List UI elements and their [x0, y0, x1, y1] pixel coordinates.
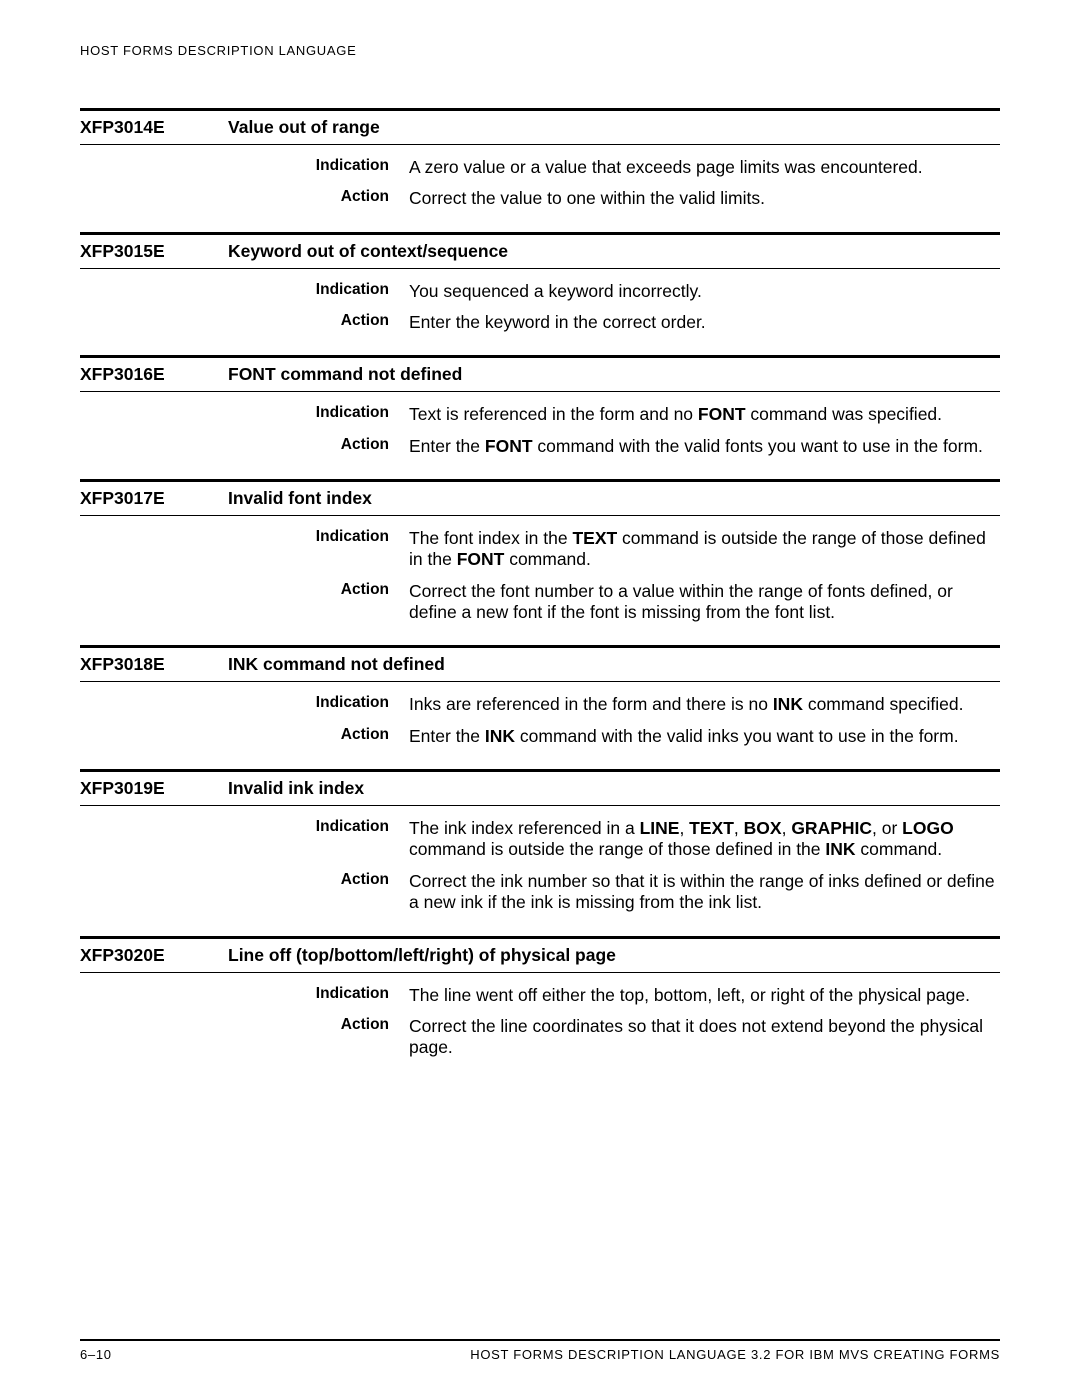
action-label: Action	[80, 581, 389, 624]
error-details: Indication Text is referenced in the form…	[80, 392, 1000, 457]
indication-text: The ink index referenced in a LINE, TEXT…	[409, 818, 1000, 861]
action-text: Enter the INK command with the valid ink…	[409, 726, 1000, 747]
action-text: Correct the ink number so that it is wit…	[409, 871, 1000, 914]
action-label: Action	[80, 1016, 389, 1059]
action-label: Action	[80, 726, 389, 747]
error-header: XFP3016E FONT command not defined	[80, 358, 1000, 391]
error-title: FONT command not defined	[228, 364, 1000, 385]
errors-container: XFP3014E Value out of range Indication A ze…	[80, 108, 1000, 1059]
error-title: Value out of range	[228, 117, 1000, 138]
action-label: Action	[80, 312, 389, 333]
footer-doc-title: HOST FORMS DESCRIPTION LANGUAGE 3.2 FOR …	[470, 1347, 1000, 1362]
running-head: HOST FORMS DESCRIPTION LANGUAGE	[80, 43, 1000, 58]
error-header: XFP3015E Keyword out of context/sequence	[80, 235, 1000, 268]
error-code: XFP3016E	[80, 364, 220, 385]
error-code: XFP3019E	[80, 778, 220, 799]
error-code: XFP3020E	[80, 945, 220, 966]
error-details: Indication A zero value or a value that e…	[80, 145, 1000, 210]
indication-text: A zero value or a value that exceeds pag…	[409, 157, 1000, 178]
indication-text: You sequenced a keyword incorrectly.	[409, 281, 1000, 302]
error-header: XFP3020E Line off (top/bottom/left/right)…	[80, 939, 1000, 972]
error-title: Keyword out of context/sequence	[228, 241, 1000, 262]
action-text: Enter the keyword in the correct order.	[409, 312, 1000, 333]
error-title: INK command not defined	[228, 654, 1000, 675]
indication-label: Indication	[80, 818, 389, 861]
action-text: Correct the font number to a value withi…	[409, 581, 1000, 624]
action-text: Enter the FONT command with the valid fo…	[409, 436, 1000, 457]
indication-text: The font index in the TEXT command is ou…	[409, 528, 1000, 571]
error-header: XFP3014E Value out of range	[80, 111, 1000, 144]
error-details: Indication The ink index referenced in a …	[80, 806, 1000, 913]
error-details: Indication Inks are referenced in the for…	[80, 682, 1000, 747]
action-label: Action	[80, 871, 389, 914]
error-block: XFP3018E INK command not defined Indicatio…	[80, 645, 1000, 747]
error-block: XFP3017E Invalid font index Indication The …	[80, 479, 1000, 623]
page: HOST FORMS DESCRIPTION LANGUAGE XFP3014E…	[0, 0, 1080, 1397]
error-details: Indication The line went off either the t…	[80, 973, 1000, 1059]
error-title: Invalid ink index	[228, 778, 1000, 799]
error-block: XFP3014E Value out of range Indication A ze…	[80, 108, 1000, 210]
error-code: XFP3017E	[80, 488, 220, 509]
footer-rule	[80, 1339, 1000, 1341]
action-label: Action	[80, 188, 389, 209]
indication-label: Indication	[80, 281, 389, 302]
indication-label: Indication	[80, 694, 389, 715]
action-text: Correct the value to one within the vali…	[409, 188, 1000, 209]
indication-text: Text is referenced in the form and no FO…	[409, 404, 1000, 425]
error-block: XFP3019E Invalid ink index Indication The i…	[80, 769, 1000, 913]
action-text: Correct the line coordinates so that it …	[409, 1016, 1000, 1059]
indication-text: The line went off either the top, bottom…	[409, 985, 1000, 1006]
indication-text: Inks are referenced in the form and ther…	[409, 694, 1000, 715]
indication-label: Indication	[80, 157, 389, 178]
error-code: XFP3014E	[80, 117, 220, 138]
error-title: Line off (top/bottom/left/right) of phys…	[228, 945, 1000, 966]
error-code: XFP3015E	[80, 241, 220, 262]
error-header: XFP3017E Invalid font index	[80, 482, 1000, 515]
error-block: XFP3016E FONT command not defined Indicati…	[80, 355, 1000, 457]
error-details: Indication The font index in the TEXT com…	[80, 516, 1000, 623]
error-block: XFP3020E Line off (top/bottom/left/right)…	[80, 936, 1000, 1059]
error-block: XFP3015E Keyword out of context/sequence I…	[80, 232, 1000, 334]
error-details: Indication You sequenced a keyword incorr…	[80, 269, 1000, 334]
action-label: Action	[80, 436, 389, 457]
footer-page-number: 6–10	[80, 1347, 112, 1362]
error-header: XFP3019E Invalid ink index	[80, 772, 1000, 805]
error-header: XFP3018E INK command not defined	[80, 648, 1000, 681]
error-code: XFP3018E	[80, 654, 220, 675]
page-footer: 6–10 HOST FORMS DESCRIPTION LANGUAGE 3.2…	[80, 1339, 1000, 1362]
indication-label: Indication	[80, 404, 389, 425]
indication-label: Indication	[80, 528, 389, 571]
error-title: Invalid font index	[228, 488, 1000, 509]
indication-label: Indication	[80, 985, 389, 1006]
